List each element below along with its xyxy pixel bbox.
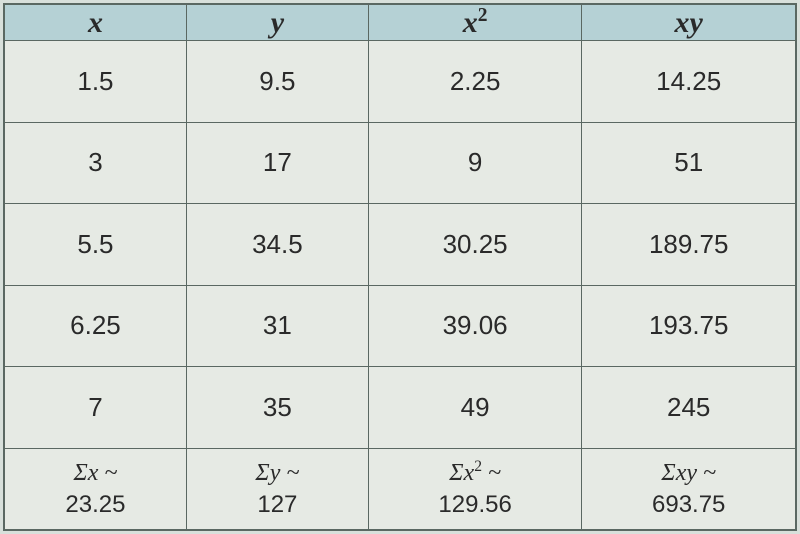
sum-y: Σy ~ 127 <box>186 448 368 530</box>
table-body: 1.5 9.5 2.25 14.25 3 17 9 51 5.5 34.5 30… <box>5 41 796 530</box>
cell-x: 6.25 <box>5 285 187 367</box>
cell-x2: 49 <box>368 367 582 449</box>
cell-x2: 2.25 <box>368 41 582 123</box>
cell-y: 35 <box>186 367 368 449</box>
sum-x-squared: Σx2 ~ 129.56 <box>368 448 582 530</box>
cell-x2: 30.25 <box>368 204 582 286</box>
header-x: x <box>5 5 187 41</box>
header-x-squared: x2 <box>368 5 582 41</box>
sum-xy: Σxy ~ 693.75 <box>582 448 796 530</box>
cell-x: 1.5 <box>5 41 187 123</box>
cell-xy: 193.75 <box>582 285 796 367</box>
cell-y: 17 <box>186 122 368 204</box>
header-row: x y x2 xy <box>5 5 796 41</box>
cell-y: 9.5 <box>186 41 368 123</box>
stats-table-container: x y x2 xy 1.5 9.5 2.25 14.25 3 17 9 51 5… <box>3 3 797 531</box>
cell-y: 34.5 <box>186 204 368 286</box>
cell-xy: 189.75 <box>582 204 796 286</box>
sum-x: Σx ~ 23.25 <box>5 448 187 530</box>
table-row: 3 17 9 51 <box>5 122 796 204</box>
table-row: 1.5 9.5 2.25 14.25 <box>5 41 796 123</box>
cell-x2: 9 <box>368 122 582 204</box>
cell-xy: 245 <box>582 367 796 449</box>
summary-row: Σx ~ 23.25 Σy ~ 127 Σx2 ~ 129.56 Σxy ~ 6… <box>5 448 796 530</box>
cell-x: 3 <box>5 122 187 204</box>
table-row: 7 35 49 245 <box>5 367 796 449</box>
header-y: y <box>186 5 368 41</box>
cell-x2: 39.06 <box>368 285 582 367</box>
stats-table: x y x2 xy 1.5 9.5 2.25 14.25 3 17 9 51 5… <box>4 4 796 530</box>
cell-y: 31 <box>186 285 368 367</box>
table-row: 6.25 31 39.06 193.75 <box>5 285 796 367</box>
header-xy: xy <box>582 5 796 41</box>
cell-xy: 14.25 <box>582 41 796 123</box>
cell-xy: 51 <box>582 122 796 204</box>
cell-x: 7 <box>5 367 187 449</box>
table-row: 5.5 34.5 30.25 189.75 <box>5 204 796 286</box>
cell-x: 5.5 <box>5 204 187 286</box>
